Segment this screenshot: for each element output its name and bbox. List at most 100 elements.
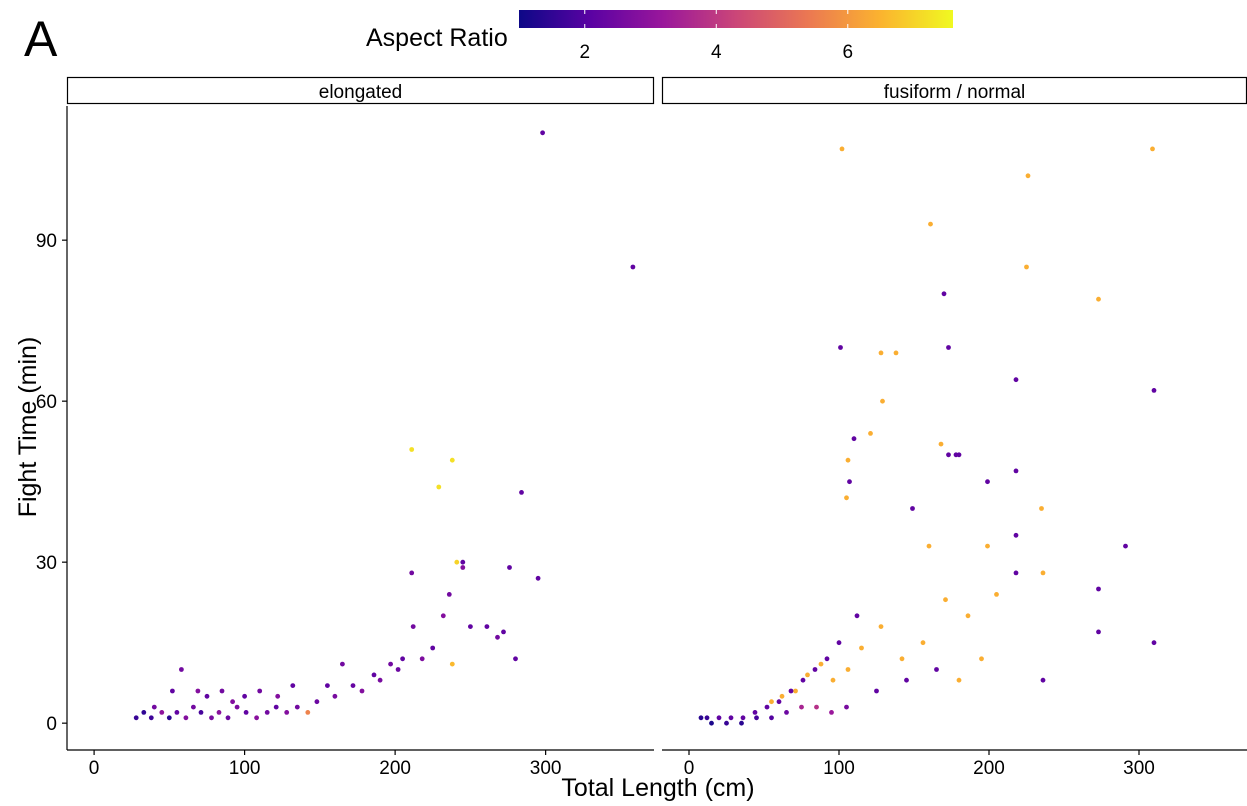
data-point bbox=[838, 345, 843, 350]
data-point bbox=[1040, 677, 1046, 683]
data-point bbox=[878, 624, 884, 629]
data-point bbox=[956, 677, 962, 683]
data-point bbox=[395, 667, 401, 672]
data-point bbox=[409, 570, 415, 576]
data-point bbox=[350, 683, 356, 688]
data-point bbox=[784, 710, 789, 715]
data-point bbox=[754, 715, 759, 721]
data-point bbox=[540, 130, 545, 136]
data-point bbox=[845, 667, 851, 672]
data-point bbox=[468, 624, 473, 629]
data-point bbox=[812, 667, 818, 672]
data-point bbox=[910, 506, 915, 511]
data-point bbox=[151, 704, 157, 710]
data-point bbox=[926, 543, 932, 549]
data-point bbox=[851, 436, 857, 442]
data-point bbox=[904, 677, 909, 683]
data-point bbox=[1096, 629, 1101, 635]
data-point bbox=[704, 715, 710, 721]
data-point bbox=[938, 441, 944, 447]
data-point bbox=[1096, 296, 1101, 302]
data-point bbox=[519, 490, 524, 495]
data-point bbox=[1025, 173, 1031, 179]
data-point bbox=[920, 640, 926, 646]
color-legend: Aspect Ratio 2 4 6 bbox=[366, 10, 953, 63]
data-point bbox=[836, 640, 842, 646]
data-point bbox=[419, 656, 425, 662]
data-point bbox=[739, 720, 744, 726]
facet-strip bbox=[661, 76, 1247, 105]
data-point bbox=[1150, 146, 1155, 152]
data-point bbox=[800, 677, 806, 683]
data-point bbox=[769, 699, 774, 705]
x-tick-label: 300 bbox=[1123, 758, 1155, 779]
data-point bbox=[1151, 640, 1157, 646]
data-point bbox=[740, 715, 746, 721]
data-point bbox=[234, 704, 240, 710]
data-point bbox=[1039, 506, 1044, 511]
data-point bbox=[179, 667, 184, 672]
data-point bbox=[230, 699, 236, 705]
data-point bbox=[454, 559, 460, 565]
data-point bbox=[943, 597, 948, 603]
data-point bbox=[216, 710, 222, 715]
data-point bbox=[191, 704, 196, 710]
data-point bbox=[275, 693, 281, 699]
data-point bbox=[1013, 468, 1019, 474]
data-point bbox=[305, 710, 311, 715]
data-point bbox=[1096, 586, 1101, 592]
data-point bbox=[204, 693, 210, 699]
data-point bbox=[899, 656, 905, 662]
data-point bbox=[764, 704, 770, 710]
data-point bbox=[409, 447, 415, 452]
data-point bbox=[934, 667, 939, 672]
legend-title: Aspect Ratio bbox=[366, 24, 508, 52]
data-point bbox=[847, 479, 852, 485]
data-point bbox=[799, 704, 804, 710]
data-point bbox=[793, 688, 798, 694]
data-point bbox=[148, 715, 154, 721]
data-point bbox=[535, 575, 541, 581]
facet-label: elongated bbox=[319, 82, 402, 103]
data-point bbox=[242, 693, 248, 699]
data-point bbox=[170, 688, 175, 694]
data-point bbox=[1024, 264, 1029, 270]
data-point bbox=[1013, 532, 1019, 538]
data-point bbox=[769, 715, 774, 721]
data-point bbox=[985, 543, 990, 549]
data-point bbox=[893, 350, 899, 356]
data-point bbox=[264, 710, 270, 715]
data-point bbox=[388, 661, 393, 667]
data-point bbox=[844, 704, 849, 710]
data-point bbox=[1040, 570, 1046, 576]
y-axis-title: Fight Time (min) bbox=[14, 337, 42, 518]
data-point bbox=[953, 452, 959, 458]
data-point bbox=[845, 457, 851, 463]
data-point bbox=[513, 656, 518, 662]
data-point bbox=[979, 656, 984, 662]
x-tick-label: 100 bbox=[229, 758, 261, 779]
data-point bbox=[449, 661, 455, 667]
data-point bbox=[436, 484, 442, 490]
data-point bbox=[166, 715, 172, 721]
data-point bbox=[332, 693, 338, 699]
data-point bbox=[928, 221, 933, 227]
data-point bbox=[818, 661, 824, 667]
data-point bbox=[340, 661, 345, 667]
data-point bbox=[290, 683, 296, 688]
data-point bbox=[254, 715, 259, 721]
x-tick-label: 200 bbox=[973, 758, 1005, 779]
data-point bbox=[410, 624, 416, 629]
data-point bbox=[195, 688, 201, 694]
x-tick-label: 300 bbox=[530, 758, 562, 779]
data-point bbox=[1123, 543, 1128, 549]
data-point bbox=[294, 704, 300, 710]
data-point bbox=[325, 683, 330, 688]
facet-panel: fusiform / normal 0 100 200 300 bbox=[661, 76, 1247, 779]
legend-tick-label: 4 bbox=[711, 42, 722, 63]
data-point bbox=[284, 710, 290, 715]
data-point bbox=[273, 704, 279, 710]
data-point bbox=[209, 715, 214, 721]
facet-strip bbox=[66, 76, 655, 105]
